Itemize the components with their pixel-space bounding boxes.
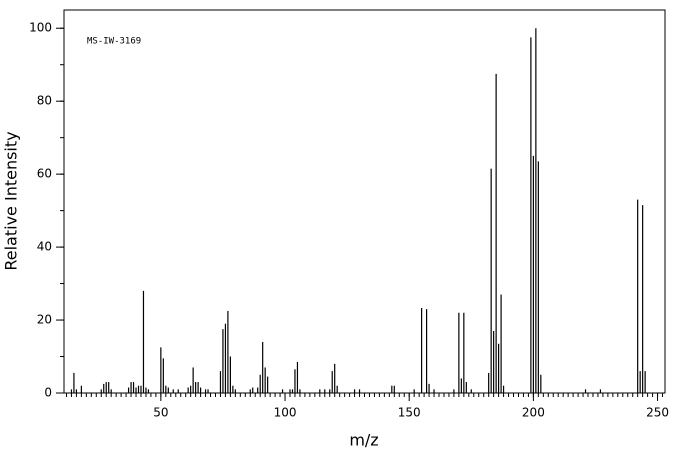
y-tick-label: 60 <box>37 167 52 181</box>
y-tick-label: 80 <box>37 94 52 108</box>
plot-frame <box>63 9 666 394</box>
x-axis-title: m/z <box>349 431 378 450</box>
x-tick-label: 200 <box>522 406 545 420</box>
y-axis-title: Relative Intensity <box>2 131 21 270</box>
x-tick-label: 250 <box>646 406 669 420</box>
y-tick-label: 40 <box>37 240 52 254</box>
x-tick-label: 150 <box>398 406 421 420</box>
y-tick-label: 100 <box>29 21 52 35</box>
annotation: MS-IW-3169 <box>87 37 141 47</box>
x-tick-label: 50 <box>153 406 168 420</box>
y-tick-label: 0 <box>44 386 52 400</box>
y-tick-label: 20 <box>37 313 52 327</box>
x-tick-label: 100 <box>274 406 297 420</box>
